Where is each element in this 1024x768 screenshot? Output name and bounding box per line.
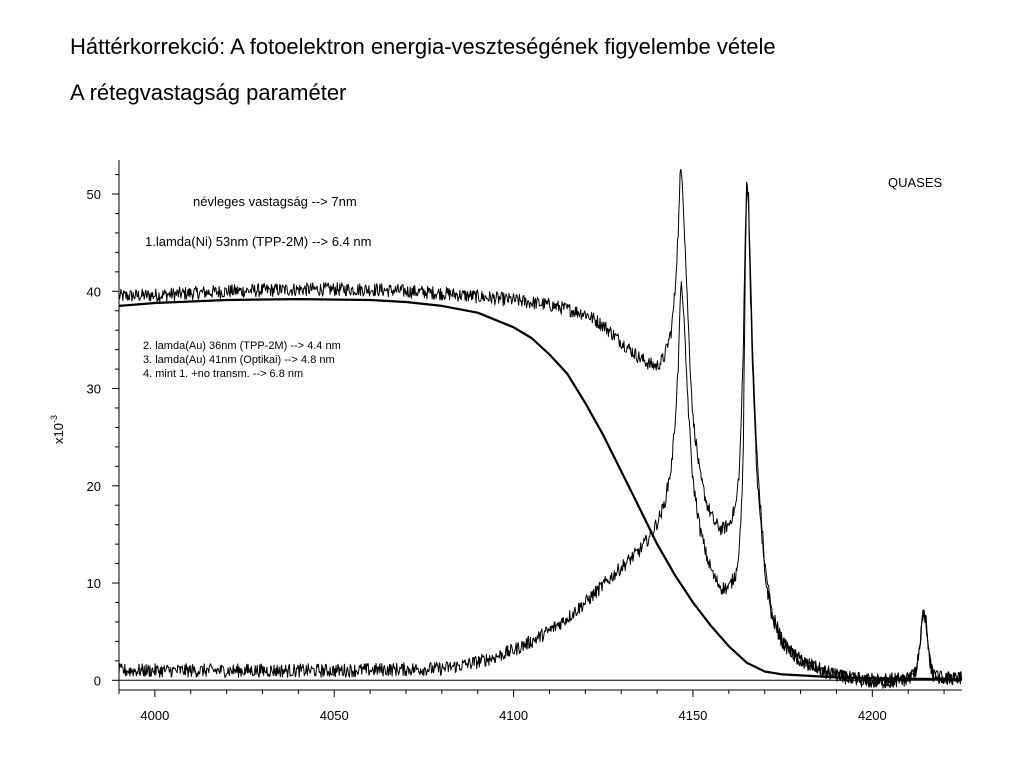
annotation-model-1: 1.lamda(Ni) 53nm (TPP-2M) --> 6.4 nm (145, 234, 371, 249)
series-line-2 (118, 187, 963, 689)
annotation-model-4: 4. mint 1. +no transm. --> 6.8 nm (143, 368, 303, 380)
series-line-1 (118, 168, 963, 687)
y-axis-label: x10-3 (49, 415, 66, 444)
svg-text:x10-3: x10-3 (49, 415, 66, 444)
series-layer (118, 168, 963, 689)
y-tick-label: 40 (87, 284, 101, 299)
x-tick-label: 4050 (320, 708, 349, 723)
y-tick-label: 10 (87, 576, 101, 591)
annotation-model-2: 2. lamda(Au) 36nm (TPP-2M) --> 4.4 nm (143, 340, 341, 352)
y-tick-label: 20 (87, 479, 101, 494)
y-tick-label: 30 (87, 382, 101, 397)
series-line-3 (118, 298, 963, 681)
slide-title: Háttérkorrekció: A fotoelektron energia-… (70, 34, 776, 59)
x-tick-label: 4100 (499, 708, 528, 723)
axis-layer (118, 160, 962, 691)
annotation-quases: QUASES (888, 175, 943, 190)
annotation-nominal-thickness: névleges vastagság --> 7nm (193, 194, 357, 209)
y-tick-label: 0 (94, 673, 101, 688)
y-axis-label-exponent: -3 (49, 415, 59, 423)
y-tick-label: 50 (87, 187, 101, 202)
x-tick-label: 4200 (858, 708, 887, 723)
x-tick-label: 4000 (140, 708, 169, 723)
slide-subtitle: A rétegvastagság paraméter (70, 80, 347, 105)
x-tick-label: 4150 (678, 708, 707, 723)
annotation-model-3: 3. lamda(Au) 41nm (Optikai) --> 4.8 nm (143, 354, 335, 366)
y-axis-label-base: x10 (51, 423, 66, 444)
